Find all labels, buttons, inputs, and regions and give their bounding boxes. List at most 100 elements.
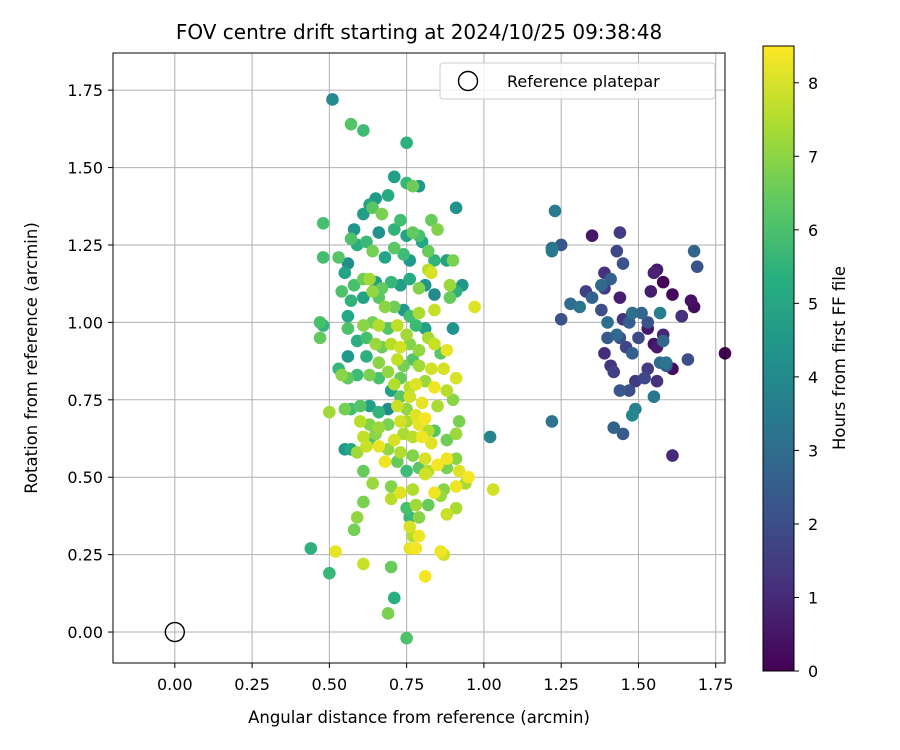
data-point [341, 350, 355, 363]
data-point [372, 405, 386, 419]
colorbar-tick-label: 1 [808, 588, 818, 607]
data-point [440, 508, 454, 521]
data-point [394, 340, 407, 354]
data-point [687, 244, 701, 258]
data-point [610, 328, 624, 342]
data-point [659, 356, 673, 369]
colorbar-label: Hours from first FF file [830, 266, 849, 450]
data-point [412, 529, 426, 543]
data-point [316, 217, 330, 230]
data-point [403, 390, 417, 404]
data-point [431, 399, 444, 413]
x-tick-label: 1.50 [621, 675, 657, 694]
data-point [428, 486, 441, 499]
data-point [641, 316, 655, 329]
data-point [595, 278, 608, 292]
data-point [449, 427, 463, 441]
data-point [613, 291, 627, 304]
data-point [353, 415, 367, 428]
data-point [369, 337, 383, 351]
data-point [366, 285, 379, 298]
data-point [607, 365, 621, 379]
data-point [443, 291, 457, 304]
data-point [335, 285, 349, 298]
data-point [656, 334, 670, 348]
data-point [335, 368, 349, 382]
data-point [323, 405, 336, 419]
data-point [625, 347, 639, 360]
x-tick-label: 1.00 [466, 675, 502, 694]
data-point [647, 266, 661, 280]
data-point [418, 569, 432, 583]
data-point [486, 483, 500, 496]
data-point [391, 399, 404, 413]
data-point [406, 430, 420, 444]
data-point [635, 306, 648, 320]
data-point [468, 300, 481, 314]
plot-frame [112, 52, 726, 664]
colorbar-tick-label: 3 [808, 441, 818, 460]
data-point [483, 430, 497, 444]
x-axis-label: Angular distance from reference (arcmin) [248, 708, 590, 727]
data-point [554, 312, 568, 326]
data-point [357, 124, 370, 137]
data-point [387, 433, 401, 447]
data-point [400, 328, 413, 342]
data-point [431, 223, 444, 236]
data-point [425, 213, 438, 227]
data-point [616, 257, 630, 270]
data-point [394, 446, 407, 459]
y-tick-label: 1.25 [67, 236, 103, 255]
data-point [449, 501, 463, 515]
data-point [585, 229, 599, 242]
data-point [610, 244, 624, 258]
data-point [409, 378, 423, 391]
data-point [446, 393, 460, 407]
data-point [313, 316, 327, 329]
data-point [625, 408, 639, 422]
legend-box [439, 62, 716, 100]
data-point [400, 464, 413, 478]
y-axis-label: Rotation from reference (arcmin) [22, 222, 41, 494]
data-point [415, 430, 429, 444]
data-point [425, 436, 438, 450]
data-point [632, 331, 645, 345]
data-point [384, 492, 398, 506]
chart-title: FOV centre drift starting at 2024/10/25 … [176, 20, 662, 44]
data-point [387, 223, 401, 236]
data-point [412, 306, 426, 320]
data-point [332, 251, 345, 264]
data-point [372, 319, 386, 332]
data-point [585, 291, 599, 304]
y-tick-label: 1.00 [67, 313, 103, 332]
data-point [357, 207, 370, 221]
data-point [357, 291, 370, 304]
data-point [607, 421, 621, 434]
data-point [675, 309, 689, 323]
y-tick-label: 1.50 [67, 159, 103, 178]
data-point [452, 464, 466, 478]
data-point [403, 272, 417, 286]
data-point [357, 464, 370, 478]
data-point [350, 446, 364, 459]
data-point [418, 412, 432, 425]
data-point [406, 226, 420, 239]
data-point [344, 232, 358, 246]
data-point [412, 359, 426, 373]
data-point [400, 631, 413, 645]
x-axis-ticks: 0.00 0.25 0.50 0.75 1.00 1.25 1.50 1.75 [157, 663, 734, 694]
x-tick-label: 0.50 [312, 675, 348, 694]
data-point [397, 247, 410, 261]
data-point [650, 374, 664, 388]
colorbar-tick-label: 0 [808, 662, 818, 681]
data-point [425, 266, 438, 280]
data-point [372, 356, 386, 369]
x-tick-label: 1.25 [543, 675, 579, 694]
data-point [440, 452, 454, 465]
data-point [573, 300, 587, 314]
reference-platepar-marker [164, 621, 186, 643]
data-point [613, 226, 627, 239]
data-point [653, 306, 667, 320]
data-point [601, 316, 614, 329]
